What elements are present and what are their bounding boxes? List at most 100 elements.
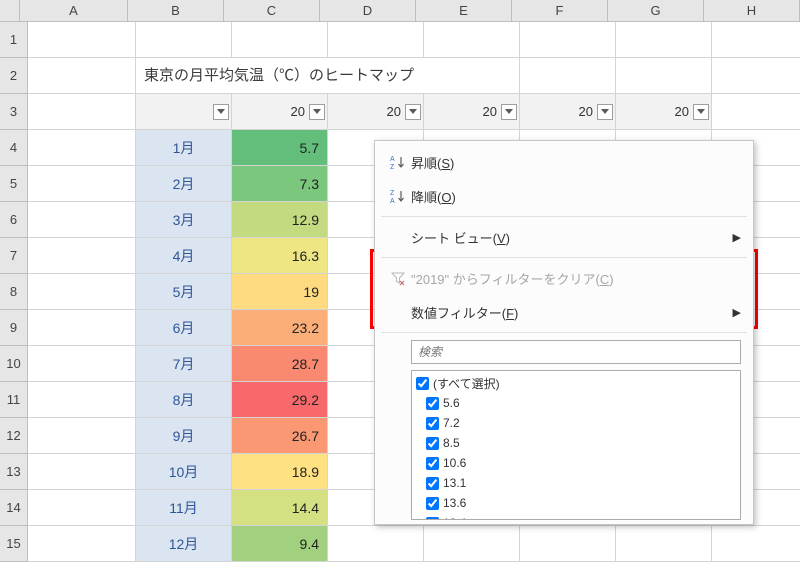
cell[interactable] bbox=[28, 382, 136, 418]
row-header[interactable]: 1 bbox=[0, 22, 28, 58]
filter-search-input[interactable] bbox=[411, 340, 741, 364]
sheet-view-menu[interactable]: シート ビュー(V) ▶ bbox=[375, 220, 753, 254]
month-cell[interactable]: 5月 bbox=[136, 274, 232, 310]
row-header[interactable]: 13 bbox=[0, 454, 28, 490]
filter-value-item[interactable]: 8.5 bbox=[416, 433, 736, 453]
cell[interactable] bbox=[424, 526, 520, 562]
cell[interactable] bbox=[28, 130, 136, 166]
title-cell[interactable]: 東京の月平均気温（℃）のヒートマップ bbox=[136, 58, 520, 94]
month-cell[interactable]: 9月 bbox=[136, 418, 232, 454]
row-header[interactable]: 10 bbox=[0, 346, 28, 382]
cell[interactable] bbox=[520, 22, 616, 58]
select-all-corner[interactable] bbox=[0, 0, 20, 21]
cell[interactable] bbox=[28, 490, 136, 526]
cell[interactable] bbox=[28, 454, 136, 490]
cell[interactable] bbox=[28, 346, 136, 382]
filter-value-item[interactable]: 19.4 bbox=[416, 513, 736, 520]
filter-value-item[interactable]: 13.1 bbox=[416, 473, 736, 493]
year-header-cell[interactable]: 20 bbox=[232, 94, 328, 130]
select-all-checkbox[interactable]: (すべて選択) bbox=[416, 373, 736, 393]
sort-descending[interactable]: ZA 降順(O) bbox=[375, 179, 753, 213]
filter-value-item[interactable]: 13.6 bbox=[416, 493, 736, 513]
cell[interactable] bbox=[28, 166, 136, 202]
cell[interactable] bbox=[28, 58, 136, 94]
row-header[interactable]: 9 bbox=[0, 310, 28, 346]
cell[interactable] bbox=[712, 58, 800, 94]
cell[interactable] bbox=[616, 22, 712, 58]
column-header[interactable]: H bbox=[704, 0, 800, 21]
cell[interactable] bbox=[136, 22, 232, 58]
value-cell[interactable]: 29.2 bbox=[232, 382, 328, 418]
row-header[interactable]: 3 bbox=[0, 94, 28, 130]
filter-dropdown-button[interactable] bbox=[501, 104, 517, 120]
month-cell[interactable]: 7月 bbox=[136, 346, 232, 382]
row-header[interactable]: 4 bbox=[0, 130, 28, 166]
filter-value-item[interactable]: 7.2 bbox=[416, 413, 736, 433]
column-header[interactable]: B bbox=[128, 0, 224, 21]
column-header[interactable]: A bbox=[20, 0, 128, 21]
month-cell[interactable]: 10月 bbox=[136, 454, 232, 490]
month-cell[interactable]: 8月 bbox=[136, 382, 232, 418]
cell[interactable] bbox=[328, 526, 424, 562]
value-cell[interactable]: 14.4 bbox=[232, 490, 328, 526]
column-header[interactable]: C bbox=[224, 0, 320, 21]
cell[interactable] bbox=[616, 58, 712, 94]
cell[interactable] bbox=[712, 94, 800, 130]
filter-dropdown-button[interactable] bbox=[309, 104, 325, 120]
cell[interactable] bbox=[28, 418, 136, 454]
cell[interactable] bbox=[328, 22, 424, 58]
row-header[interactable]: 2 bbox=[0, 58, 28, 94]
cell[interactable] bbox=[28, 202, 136, 238]
row-header[interactable]: 14 bbox=[0, 490, 28, 526]
cell[interactable] bbox=[712, 526, 800, 562]
row-header[interactable]: 8 bbox=[0, 274, 28, 310]
value-cell[interactable]: 12.9 bbox=[232, 202, 328, 238]
filter-header-cell[interactable] bbox=[136, 94, 232, 130]
cell[interactable] bbox=[28, 22, 136, 58]
month-cell[interactable]: 6月 bbox=[136, 310, 232, 346]
value-cell[interactable]: 16.3 bbox=[232, 238, 328, 274]
month-cell[interactable]: 1月 bbox=[136, 130, 232, 166]
filter-value-list[interactable]: (すべて選択) 5.67.28.510.613.113.619.4 bbox=[411, 370, 741, 520]
filter-value-item[interactable]: 5.6 bbox=[416, 393, 736, 413]
cell[interactable] bbox=[712, 22, 800, 58]
column-header[interactable]: G bbox=[608, 0, 704, 21]
cell[interactable] bbox=[28, 310, 136, 346]
row-header[interactable]: 6 bbox=[0, 202, 28, 238]
column-header[interactable]: D bbox=[320, 0, 416, 21]
month-cell[interactable]: 2月 bbox=[136, 166, 232, 202]
value-cell[interactable]: 26.7 bbox=[232, 418, 328, 454]
row-header[interactable]: 11 bbox=[0, 382, 28, 418]
year-header-cell[interactable]: 20 bbox=[616, 94, 712, 130]
year-header-cell[interactable]: 20 bbox=[424, 94, 520, 130]
cell[interactable] bbox=[520, 526, 616, 562]
column-header[interactable]: F bbox=[512, 0, 608, 21]
value-cell[interactable]: 19 bbox=[232, 274, 328, 310]
cell[interactable] bbox=[424, 22, 520, 58]
row-header[interactable]: 7 bbox=[0, 238, 28, 274]
value-cell[interactable]: 18.9 bbox=[232, 454, 328, 490]
number-filter-menu[interactable]: 数値フィルター(F) ▶ bbox=[375, 295, 753, 329]
value-cell[interactable]: 23.2 bbox=[232, 310, 328, 346]
row-header[interactable]: 15 bbox=[0, 526, 28, 562]
month-cell[interactable]: 3月 bbox=[136, 202, 232, 238]
cell[interactable] bbox=[28, 274, 136, 310]
sort-ascending[interactable]: AZ 昇順(S) bbox=[375, 145, 753, 179]
cell[interactable] bbox=[520, 58, 616, 94]
filter-value-item[interactable]: 10.6 bbox=[416, 453, 736, 473]
month-cell[interactable]: 12月 bbox=[136, 526, 232, 562]
value-cell[interactable]: 7.3 bbox=[232, 166, 328, 202]
filter-dropdown-button[interactable] bbox=[693, 104, 709, 120]
year-header-cell[interactable]: 20 bbox=[520, 94, 616, 130]
cell[interactable] bbox=[28, 94, 136, 130]
value-cell[interactable]: 5.7 bbox=[232, 130, 328, 166]
cell[interactable] bbox=[28, 238, 136, 274]
month-cell[interactable]: 4月 bbox=[136, 238, 232, 274]
value-cell[interactable]: 28.7 bbox=[232, 346, 328, 382]
cell[interactable] bbox=[616, 526, 712, 562]
column-header[interactable]: E bbox=[416, 0, 512, 21]
filter-dropdown-button[interactable] bbox=[597, 104, 613, 120]
year-header-cell[interactable]: 20 bbox=[328, 94, 424, 130]
row-header[interactable]: 5 bbox=[0, 166, 28, 202]
value-cell[interactable]: 9.4 bbox=[232, 526, 328, 562]
